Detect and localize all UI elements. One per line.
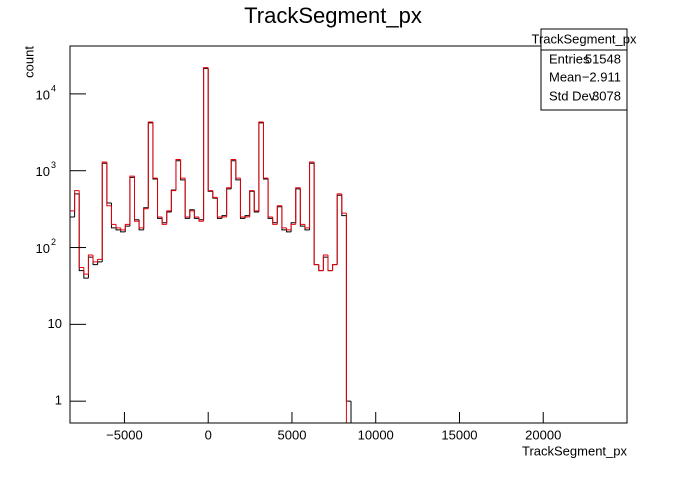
histogram-bin [336, 193, 342, 265]
y-tick-label: 1 [55, 393, 62, 408]
histogram-bin [143, 208, 149, 228]
histogram-bin [87, 254, 94, 275]
histogram-bin [318, 264, 324, 272]
histogram-bin [226, 187, 232, 217]
histogram-bin [212, 190, 218, 198]
x-tick-label: 10000 [358, 427, 394, 442]
histogram-bin [286, 229, 292, 233]
histogram-bin [101, 161, 107, 260]
histogram-bin [74, 190, 80, 211]
histogram-bin [193, 210, 199, 218]
histogram-bin [115, 224, 121, 229]
histogram-bin [83, 267, 89, 275]
y-tick-label: 10 [36, 164, 50, 179]
x-tick-label: 15000 [441, 427, 477, 442]
stats-value: −2.911 [582, 69, 621, 84]
histogram-bin [180, 159, 186, 179]
histogram-bin [106, 161, 112, 207]
stats-value: 3078 [592, 88, 621, 103]
histogram-bin [115, 227, 121, 231]
histogram-bin [161, 216, 167, 225]
stats-label: Mean [549, 69, 582, 84]
x-axis-title: TrackSegment_px [522, 443, 628, 458]
histogram-bin [299, 187, 305, 225]
y-tick-label: 10 [36, 87, 50, 102]
histogram-bin [281, 205, 287, 229]
histogram-bin [170, 190, 176, 211]
chart-title: TrackSegment_px [244, 3, 422, 28]
y-tick-label: 10 [48, 316, 62, 331]
histogram-bin [258, 121, 264, 211]
histogram-bin [78, 190, 84, 268]
stats-label: Entries [549, 51, 590, 66]
histogram-bin [304, 224, 310, 229]
stats-box: TrackSegment_px Entries 51548 Mean −2.91… [531, 28, 637, 111]
histogram-bin [152, 122, 158, 179]
histogram-bin [267, 178, 273, 218]
histogram-bin [230, 158, 236, 188]
histogram-bin [97, 258, 103, 262]
histogram-bin [272, 216, 278, 225]
histogram-bin [133, 176, 140, 222]
histogram-bin [253, 190, 259, 212]
histogram-bin [207, 67, 213, 192]
histogram-bin [286, 227, 292, 231]
histogram-bin [262, 122, 269, 179]
histogram-bin [203, 67, 209, 222]
y-axis-title: count [21, 46, 36, 78]
histogram-bin [295, 187, 301, 225]
histogram-bin [216, 197, 223, 218]
histogram-bin [184, 178, 190, 218]
histogram-bin [129, 175, 135, 225]
histogram-bin [198, 216, 204, 222]
x-tick-label: −5000 [106, 427, 143, 442]
histogram-bin [309, 161, 315, 228]
y-tick-label: 10 [36, 241, 50, 256]
y-tick-exponent: 3 [51, 160, 56, 170]
histogram-bin [110, 205, 117, 225]
frame [69, 45, 628, 424]
histogram-bin [124, 223, 130, 230]
histogram-bin [175, 158, 181, 191]
histogram-bin [313, 161, 319, 266]
histogram-bin [189, 210, 195, 217]
stats-label: Std Dev [549, 88, 596, 103]
histogram-bin [239, 178, 246, 218]
histogram-bin [235, 159, 241, 179]
plot-area [69, 67, 627, 424]
stats-frame [540, 28, 628, 111]
stats-value: 51548 [585, 51, 621, 66]
x-tick-label: 5000 [278, 427, 307, 442]
histogram-bin [166, 210, 172, 225]
histogram-bin [341, 193, 347, 214]
x-tick-label: 0 [205, 427, 212, 442]
histogram-bin [327, 254, 333, 272]
histogram-bin [322, 254, 328, 271]
histogram-bin [290, 223, 296, 230]
histogram-bin [92, 254, 98, 263]
y-tick-exponent: 2 [51, 237, 56, 247]
histogram-bin [276, 205, 282, 225]
histogram-bin [120, 227, 126, 231]
histogram-bin [120, 229, 126, 233]
histogram-bin [138, 221, 144, 229]
histogram-bin [147, 121, 153, 209]
stats-title: TrackSegment_px [531, 31, 637, 46]
y-tick-exponent: 4 [51, 83, 56, 93]
histogram-bin [249, 190, 255, 217]
histogram-bin [332, 264, 338, 271]
x-tick-label: 20000 [525, 427, 561, 442]
histogram-bin [157, 178, 163, 218]
